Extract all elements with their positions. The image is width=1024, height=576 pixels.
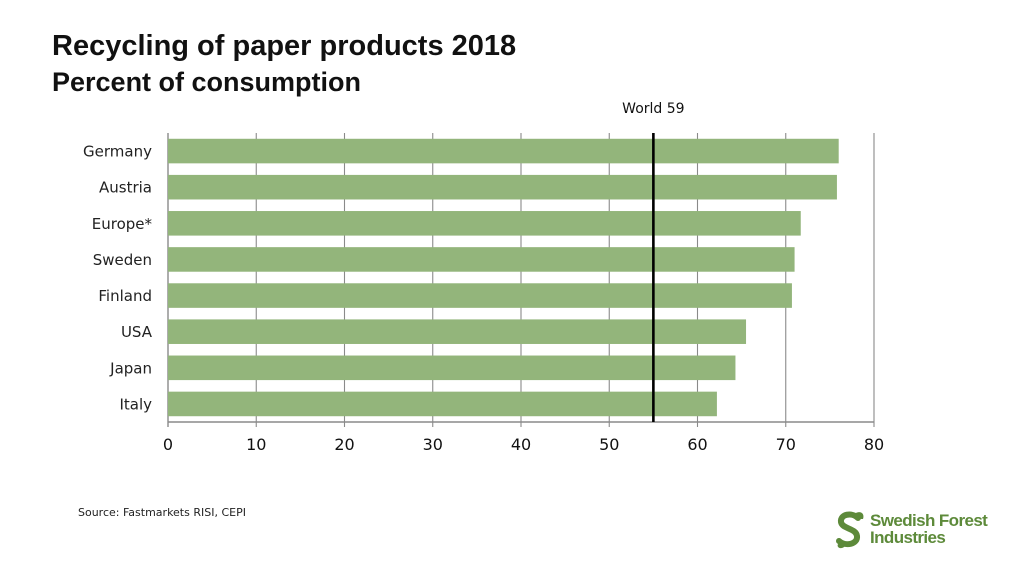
logo-wordmark: Swedish Forest Industries	[870, 511, 988, 547]
category-labels: Germany Austria Europe* Sweden Finland USA Jap…	[83, 143, 153, 414]
bar-austria	[168, 174, 837, 200]
category-label: Japan	[109, 359, 152, 377]
x-tick-label: 80	[864, 435, 884, 454]
bar-europe	[168, 211, 801, 236]
leaf-s-logo-icon	[836, 511, 864, 549]
category-label: Italy	[119, 395, 152, 413]
category-label: Austria	[99, 179, 152, 197]
reference-line-group: World 59	[622, 101, 685, 422]
x-tick-label: 60	[687, 435, 707, 454]
x-tick-label: 20	[334, 435, 354, 454]
bar-germany	[168, 138, 839, 164]
x-tick-label: 10	[246, 435, 266, 454]
category-label: Finland	[98, 287, 152, 305]
bar-japan	[168, 355, 736, 381]
bars	[168, 138, 839, 417]
world-reference-label: World 59	[622, 101, 684, 117]
bar-usa	[168, 319, 747, 344]
x-tick-label: 30	[423, 435, 443, 454]
category-label: Germany	[83, 143, 152, 161]
bar-italy	[168, 391, 717, 417]
category-label: Europe*	[92, 215, 153, 233]
bar-sweden	[168, 247, 795, 272]
category-label: Sweden	[93, 251, 152, 269]
logo-line-2: Industries	[870, 528, 946, 547]
bar-chart: World 59 Germany Austria Europe* Sweden Finl…	[83, 101, 884, 454]
x-tick-label: 0	[163, 435, 173, 454]
logo-line-1: Swedish Forest	[870, 511, 988, 530]
swedish-forest-industries-logo: Swedish Forest Industries	[834, 508, 1004, 554]
bar-finland	[168, 283, 792, 308]
x-tick-label: 50	[599, 435, 619, 454]
source-note: Source: Fastmarkets RISI, CEPI	[78, 506, 246, 519]
category-label: USA	[121, 323, 153, 341]
x-axis-tick-labels: 0 10 20 30 40 50 60 70 80	[163, 435, 884, 454]
x-tick-label: 70	[776, 435, 796, 454]
chart-subtitle: Percent of consumption	[52, 67, 362, 97]
x-tick-label: 40	[511, 435, 531, 454]
chart-title: Recycling of paper products 2018	[52, 30, 517, 62]
